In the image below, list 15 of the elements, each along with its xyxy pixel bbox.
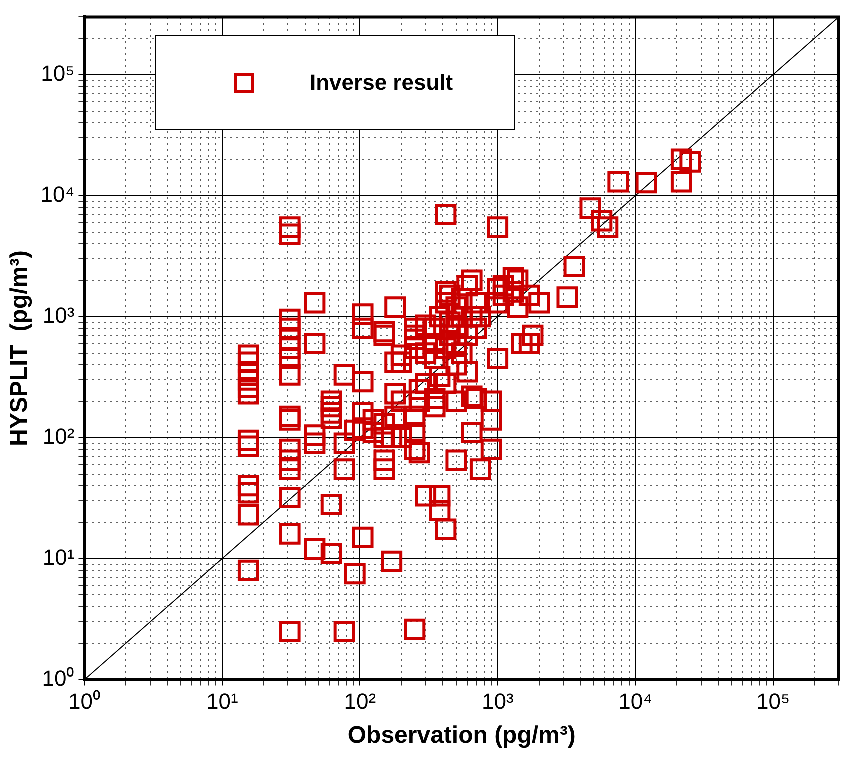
x-tick-label: 10³: [482, 689, 514, 714]
x-axis-title: Observation (pg/m³): [348, 722, 576, 750]
y-tick-label: 10¹: [42, 544, 75, 570]
y-tick-label: 10²: [42, 424, 75, 449]
y-tick-label: 10⁰: [42, 666, 75, 691]
x-tick-label: 10¹: [206, 689, 238, 714]
y-tick-label: 10⁴: [40, 182, 75, 207]
x-tick-label: 10⁵: [756, 689, 790, 714]
y-tick-label: 10³: [42, 302, 75, 328]
y-tick-label: 10⁵: [41, 60, 75, 86]
x-tick-label: 10⁰: [68, 689, 101, 714]
x-tick-label: 10⁴: [618, 689, 653, 714]
y-axis-title: HYSPLIT (pg/m³): [6, 250, 34, 446]
x-tick-label: 10²: [344, 689, 376, 714]
legend-box: Inverse result: [155, 35, 515, 130]
